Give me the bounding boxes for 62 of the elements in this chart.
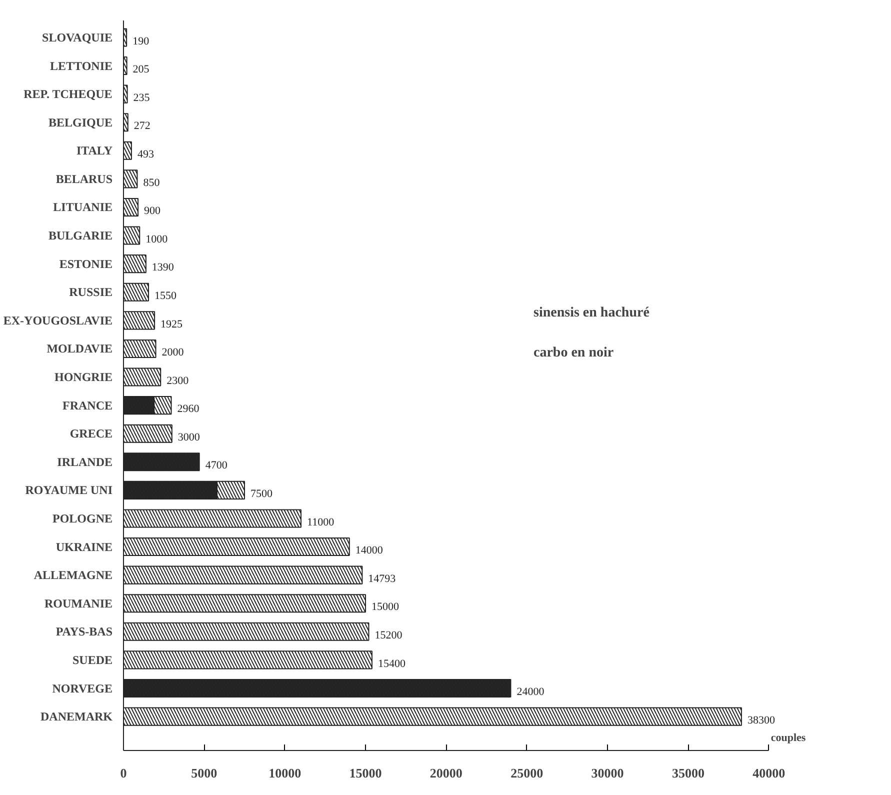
y-tick-label: SLOVAQUIE bbox=[42, 30, 113, 44]
total-label: 24000 bbox=[516, 686, 545, 698]
y-tick-label: POLOGNE bbox=[52, 511, 113, 526]
y-tick-label: ALLEMAGNE bbox=[34, 568, 113, 582]
annotation: carbo en noir bbox=[534, 346, 614, 360]
y-tick-label: GRECE bbox=[70, 426, 113, 441]
annotation: sinensis en hachuré bbox=[534, 306, 650, 320]
total-label: 1550 bbox=[154, 290, 178, 302]
x-tick-label: 0 bbox=[120, 766, 127, 780]
total-label: 2300 bbox=[166, 374, 190, 387]
total-label: 15200 bbox=[374, 629, 403, 642]
y-tick-label: NORVEGE bbox=[52, 681, 113, 696]
total-label: 850 bbox=[143, 176, 160, 189]
total-label: 205 bbox=[132, 64, 150, 76]
y-tick-label: LITUANIE bbox=[53, 200, 113, 214]
x-tick-label: 5000 bbox=[191, 766, 218, 780]
y-tick-label: SUEDE bbox=[72, 652, 112, 667]
total-label: 14793 bbox=[368, 572, 396, 585]
total-label: 1925 bbox=[160, 318, 184, 330]
x-tick-label: 20000 bbox=[430, 766, 462, 780]
y-tick-label: RUSSIE bbox=[69, 285, 113, 300]
y-tick-label: ESTONIE bbox=[59, 256, 112, 271]
y-tick-label: PAYS-BAS bbox=[56, 624, 113, 639]
total-label: 1000 bbox=[146, 233, 168, 246]
total-label: 3000 bbox=[178, 431, 200, 444]
x-tick-label: 35000 bbox=[672, 766, 704, 780]
y-tick-label: ROUMANIE bbox=[44, 596, 112, 610]
total-label: 272 bbox=[134, 120, 150, 132]
total-label: 1390 bbox=[152, 262, 174, 274]
y-tick-label: EX-YOUGOSLAVIE bbox=[3, 313, 113, 328]
total-label: 2000 bbox=[162, 346, 184, 359]
x-axis-title: couples bbox=[770, 732, 806, 744]
total-label: 7500 bbox=[250, 488, 274, 500]
x-tick-label: 10000 bbox=[268, 766, 302, 780]
y-tick-label: MOLDAVIE bbox=[46, 342, 113, 356]
total-label: 493 bbox=[137, 148, 154, 160]
y-tick-label: ITALY bbox=[76, 144, 113, 158]
total-label: 38300 bbox=[747, 714, 776, 726]
y-tick-label: HONGRIE bbox=[54, 370, 113, 384]
y-tick-label: BELGIQUE bbox=[48, 115, 113, 130]
total-label: 900 bbox=[144, 205, 162, 218]
y-tick-label: REP. TCHEQUE bbox=[24, 87, 112, 102]
x-tick-label: 40000 bbox=[752, 766, 786, 780]
total-label: 11000 bbox=[306, 516, 335, 528]
y-tick-label: UKRAINE bbox=[56, 540, 112, 554]
y-tick-label: FRANCE bbox=[62, 398, 112, 412]
y-tick-label: BULGARIE bbox=[48, 228, 112, 243]
total-label: 15000 bbox=[372, 601, 400, 614]
total-label: 15400 bbox=[378, 658, 406, 670]
y-tick-label: DANEMARK bbox=[40, 710, 114, 724]
y-tick-label: ROYAUME UNI bbox=[25, 483, 113, 498]
x-tick-label: 15000 bbox=[349, 766, 382, 780]
y-tick-label: BELARUS bbox=[56, 172, 113, 186]
x-tick-label: 30000 bbox=[591, 766, 624, 780]
x-tick-label: 25000 bbox=[510, 766, 544, 780]
y-tick-label: LETTONIE bbox=[50, 58, 113, 73]
total-label: 235 bbox=[133, 92, 150, 104]
total-label: 190 bbox=[132, 35, 150, 48]
y-tick-label: IRLANDE bbox=[57, 454, 112, 469]
total-label: 14000 bbox=[355, 544, 384, 557]
total-label: 4700 bbox=[205, 460, 228, 472]
total-label: 2960 bbox=[177, 403, 200, 416]
